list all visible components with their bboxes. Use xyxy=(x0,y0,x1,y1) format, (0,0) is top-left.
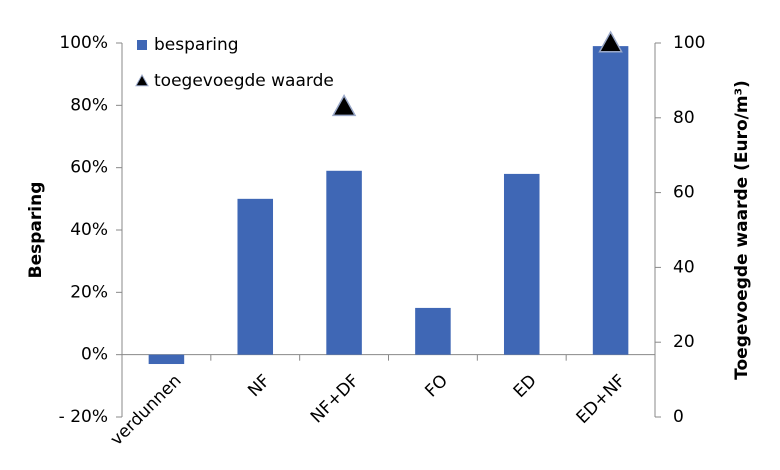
y-tick-label: 80% xyxy=(70,95,108,115)
y2-tick-label: 40 xyxy=(673,257,695,277)
y-tick-label: 100% xyxy=(59,33,108,53)
legend-swatch xyxy=(137,40,147,50)
bar xyxy=(237,198,274,355)
y-tick-label: 40% xyxy=(70,220,108,240)
legend-label: besparing xyxy=(154,35,239,55)
x-tick-label: verdunnen xyxy=(107,371,186,450)
y-tick-label: 60% xyxy=(70,158,108,178)
x-tick-label: NF xyxy=(244,371,274,401)
triangle-marker xyxy=(331,94,357,117)
x-tick-label: ED xyxy=(510,371,541,402)
x-tick-label: ED+NF xyxy=(573,371,630,428)
y2-tick-label: 0 xyxy=(673,407,684,427)
y-tick-label: 20% xyxy=(70,282,108,302)
y2-tick-label: 60 xyxy=(673,183,695,203)
bar xyxy=(592,46,629,355)
y2-tick-label: 80 xyxy=(673,108,695,128)
y2-tick-label: 20 xyxy=(673,332,695,352)
bar xyxy=(503,173,540,355)
legend-swatch xyxy=(135,73,149,87)
y2-tick-label: 100 xyxy=(673,33,705,53)
bar xyxy=(415,307,451,355)
y-tick-label: 0% xyxy=(81,345,108,365)
x-tick-label: NF+DF xyxy=(307,371,363,427)
legend-label: toegevoegde waarde xyxy=(154,71,334,91)
y2-axis-title: Toegevoegde waarde (Euro/m³) xyxy=(732,80,752,380)
y-tick-label: - 20% xyxy=(59,407,108,427)
triangle-marker xyxy=(598,30,623,53)
bar xyxy=(326,170,362,355)
x-tick-label: FO xyxy=(421,371,452,402)
y-axis-title: Besparing xyxy=(26,182,46,279)
bar xyxy=(148,354,185,365)
